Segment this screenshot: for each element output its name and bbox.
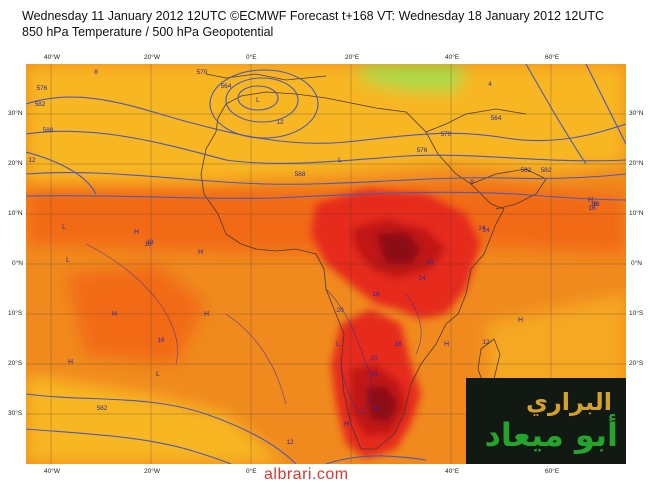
chart-title: Wednesday 11 January 2012 12UTC ©ECMWF F… — [22, 9, 605, 23]
contour-label: 12 — [286, 439, 294, 446]
contour-label: 8 — [94, 69, 98, 76]
contour-label: 16 — [592, 201, 600, 208]
contour-label: 24 — [478, 225, 486, 232]
contour-label: 12 — [28, 157, 36, 164]
lat-label-left: 20°S — [8, 360, 23, 367]
lon-label-top: 20°W — [144, 54, 160, 61]
contour-label: 20 — [426, 259, 434, 266]
lon-label-bottom: 40°W — [44, 468, 60, 475]
contour-label: 564 — [491, 115, 502, 122]
cool-band-north — [26, 64, 626, 194]
lat-label-right: 10°N — [629, 210, 644, 217]
contour-label: 582 — [35, 101, 46, 108]
contour-label: 12 — [482, 339, 490, 346]
high-marker: H — [204, 311, 209, 318]
contour-label: 18 — [144, 241, 152, 248]
contour-labels: 576 582 588 570 564 570 576 582 588 12 1… — [28, 69, 600, 446]
lon-label-top: 20°E — [345, 54, 360, 61]
high-marker: H — [198, 249, 203, 256]
lon-label-bottom: 60°E — [545, 468, 560, 475]
lat-label-right: 30°N — [629, 110, 644, 117]
low-marker: L — [336, 341, 340, 348]
lat-label-right: 10°S — [629, 310, 644, 317]
contour-label: 4 — [488, 81, 492, 88]
contour-label: 588 — [43, 127, 54, 134]
low-marker: L — [256, 97, 260, 104]
contour-label: 16 — [372, 291, 380, 298]
high-marker: H — [112, 311, 117, 318]
contour-label: 576 — [37, 85, 48, 92]
lon-label-bottom: 20°W — [144, 468, 160, 475]
coastlines — [200, 73, 547, 450]
contour-label: 24 — [370, 371, 378, 378]
cool-band-south — [26, 374, 286, 464]
high-marker: H — [444, 341, 449, 348]
lat-label-right: 20°S — [629, 360, 644, 367]
lon-label-top: 40°W — [44, 54, 60, 61]
contour-label: 12 — [276, 119, 284, 126]
contour-label: 570 — [441, 131, 452, 138]
contour-label: 588 — [295, 171, 306, 178]
contour-label: 16 — [157, 337, 165, 344]
contour-label: 18 — [146, 239, 154, 246]
chart-subtitle: 850 hPa Temperature / 500 hPa Geopotenti… — [22, 25, 274, 39]
logo-line-1: البراري — [525, 388, 612, 416]
lon-label-top: 40°E — [445, 54, 460, 61]
logo-line-2: أبو ميعاد — [484, 416, 618, 454]
contour-label: 20 — [370, 355, 378, 362]
lat-label-left: 10°N — [8, 210, 23, 217]
high-marker: H — [68, 359, 73, 366]
contour-label: 570 — [197, 69, 208, 76]
contour-label: 16 — [588, 205, 596, 212]
lat-label-left: 0°N — [12, 260, 23, 267]
low-marker: L — [338, 157, 342, 164]
lon-label-top: 60°E — [545, 54, 560, 61]
contour-label: 582 — [541, 167, 552, 174]
high-marker: H — [518, 317, 523, 324]
hottest-core-north — [376, 232, 421, 264]
brand-logo: البراري أبو ميعاد — [466, 378, 626, 464]
low-marker: L — [62, 224, 66, 231]
contour-label: 16 — [590, 201, 598, 208]
pressure-markers: L L H L H H L H H L H L H H H — [62, 97, 593, 428]
high-marker: H — [344, 421, 349, 428]
contour-label: 582 — [521, 167, 532, 174]
lat-label-left: 10°S — [8, 310, 23, 317]
contour-label: 8 — [470, 179, 474, 186]
contour-label: 24 — [482, 227, 490, 234]
contour-label: 20 — [336, 307, 344, 314]
lon-label-top: 0°E — [246, 54, 257, 61]
lon-label-bottom: 0°E — [246, 468, 257, 475]
high-marker: H — [134, 229, 139, 236]
lat-label-left: 30°N — [8, 110, 23, 117]
site-watermark: albrari.com — [264, 466, 349, 483]
hottest-core-south — [366, 386, 398, 422]
lon-label-bottom: 40°E — [445, 468, 460, 475]
forecast-map: 576 582 588 570 564 570 576 582 588 12 1… — [26, 64, 626, 464]
contour-label: 24 — [418, 275, 426, 282]
temperature-contours — [85, 243, 422, 415]
contour-label: 576 — [417, 147, 428, 154]
contour-label: 582 — [97, 405, 108, 412]
geopotential-contours — [26, 64, 626, 464]
lat-label-right: 20°N — [629, 160, 644, 167]
contour-label: 564 — [221, 83, 232, 90]
lat-label-right: 0°N — [631, 260, 642, 267]
lat-label-left: 30°S — [8, 410, 23, 417]
green-mediterranean — [356, 64, 466, 92]
low-marker: L — [156, 371, 160, 378]
contour-label: 16 — [394, 341, 402, 348]
high-marker: H — [588, 197, 593, 204]
low-marker: L — [66, 257, 70, 264]
lat-label-left: 20°N — [8, 160, 23, 167]
contour-label: 28 — [372, 405, 380, 412]
